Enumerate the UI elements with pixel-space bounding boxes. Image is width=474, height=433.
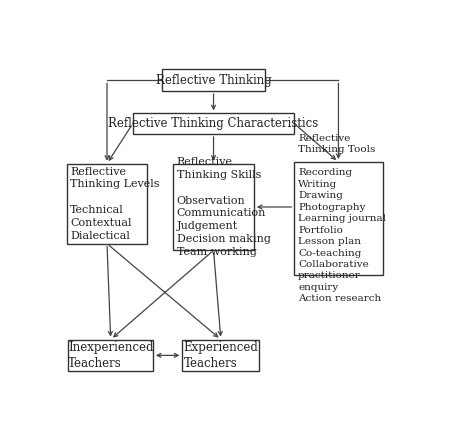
FancyBboxPatch shape xyxy=(66,164,147,244)
Text: Reflective Thinking Characteristics: Reflective Thinking Characteristics xyxy=(109,117,319,130)
Text: Reflective
Thinking Tools

Recording
Writing
Drawing
Photography
Learning journa: Reflective Thinking Tools Recording Writ… xyxy=(298,134,386,303)
Text: Reflective Thinking: Reflective Thinking xyxy=(155,74,272,87)
Text: Reflective
Thinking Levels

Technical
Contextual
Dialectical: Reflective Thinking Levels Technical Con… xyxy=(70,167,160,241)
FancyBboxPatch shape xyxy=(173,164,254,250)
FancyBboxPatch shape xyxy=(162,69,265,91)
Text: Reflective
Thinking Skills

Observation
Communication
Judgement
Decision making
: Reflective Thinking Skills Observation C… xyxy=(177,157,271,257)
Text: Inexperienced
Teachers: Inexperienced Teachers xyxy=(68,341,154,370)
FancyBboxPatch shape xyxy=(133,113,294,134)
FancyBboxPatch shape xyxy=(182,339,259,371)
FancyBboxPatch shape xyxy=(68,339,153,371)
Text: Experienced
Teachers: Experienced Teachers xyxy=(183,341,258,370)
FancyBboxPatch shape xyxy=(294,162,383,275)
